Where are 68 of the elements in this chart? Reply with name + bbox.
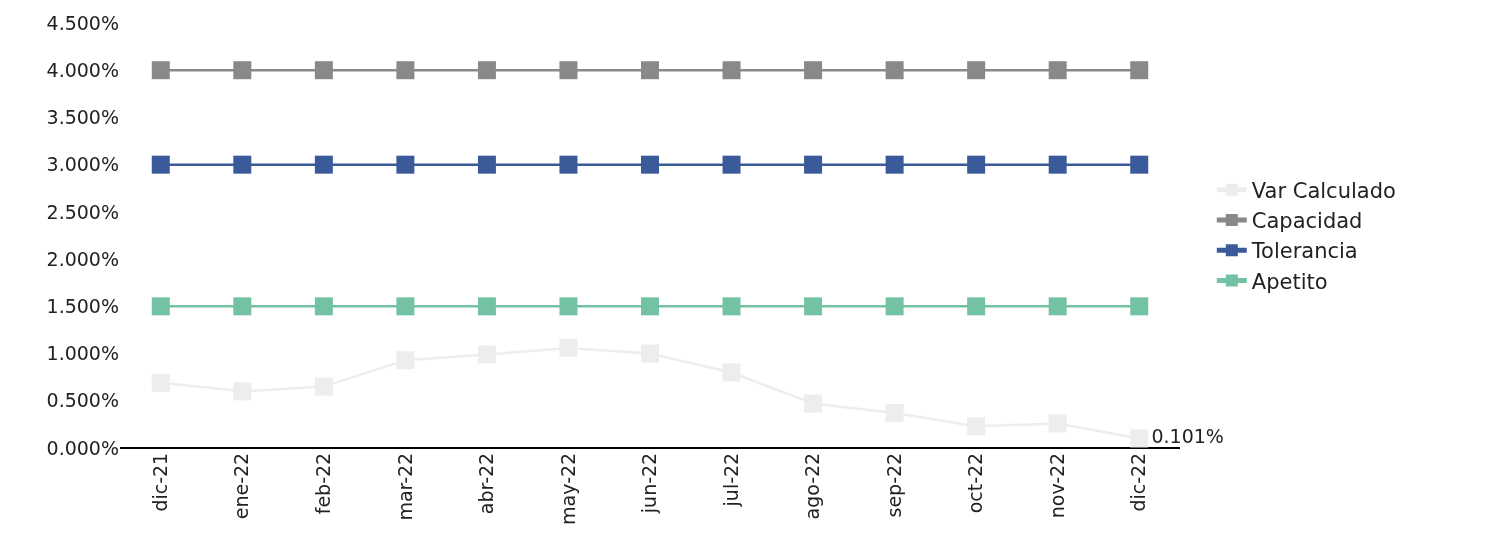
y-tick-label: 0.500%: [46, 389, 119, 412]
x-tick-label: abr-22: [475, 452, 498, 515]
y-tick-label: 4.500%: [46, 11, 119, 34]
x-tick-label: jul-22: [719, 452, 742, 508]
point: [967, 297, 986, 316]
x-tick-label: sep-22: [882, 452, 905, 518]
y-tick-label: 4.000%: [46, 58, 119, 81]
point: [396, 297, 415, 316]
point: [722, 155, 741, 174]
point: [151, 155, 170, 174]
y-tick-label: 2.500%: [46, 200, 119, 223]
legend-label: Capacidad: [1251, 209, 1363, 234]
x-tick-label: mar-22: [393, 452, 416, 521]
point: [233, 155, 252, 174]
x-tick-label: feb-22: [312, 452, 335, 515]
legend-label: Var Calculado: [1251, 178, 1396, 203]
point: [1130, 429, 1149, 448]
legend-label: Tolerancia: [1250, 239, 1358, 264]
x-tick-label: ago-22: [801, 452, 824, 520]
point: [396, 61, 415, 80]
point: [151, 297, 170, 316]
y-tick-label: 3.000%: [46, 153, 119, 176]
point: [396, 155, 415, 174]
point: [233, 297, 252, 316]
data-label: 0.101%: [1151, 425, 1224, 448]
point: [641, 297, 659, 316]
x-tick-label: nov-22: [1045, 452, 1068, 519]
legend-label: Apetito: [1251, 269, 1328, 294]
y-tick-label: 1.500%: [46, 294, 119, 317]
point: [477, 61, 496, 80]
point: [1048, 155, 1067, 174]
point: [1130, 61, 1149, 80]
y-tick-label: 0.000%: [46, 436, 119, 459]
point: [804, 155, 823, 174]
point: [1130, 155, 1149, 174]
point: [314, 155, 333, 174]
point: [722, 297, 741, 316]
point: [151, 61, 170, 80]
y-tick-label: 2.000%: [46, 247, 119, 270]
point: [641, 61, 659, 80]
y-tick-label: 1.000%: [46, 342, 119, 365]
point: [885, 61, 904, 80]
point: [314, 297, 333, 316]
point: [967, 61, 986, 80]
point: [722, 61, 741, 80]
point: [559, 297, 578, 316]
point: [641, 155, 659, 174]
point: [967, 155, 986, 174]
point: [477, 297, 496, 316]
point: [804, 61, 823, 80]
point: [885, 155, 904, 174]
x-tick-label: jun-22: [638, 452, 661, 515]
x-tick-label: dic-22: [1127, 452, 1150, 512]
x-tick-label: may-22: [556, 452, 579, 525]
point: [885, 297, 904, 316]
x-tick-label: oct-22: [964, 452, 987, 514]
point: [477, 155, 496, 174]
y-tick-label: 3.500%: [46, 106, 119, 129]
point: [1048, 61, 1067, 80]
point: [804, 297, 823, 316]
point: [314, 61, 333, 80]
point: [1130, 297, 1149, 316]
point: [559, 155, 578, 174]
x-tick-label: dic-21: [148, 452, 171, 512]
x-tick-label: ene-22: [230, 452, 253, 520]
point: [559, 61, 578, 80]
point: [1048, 297, 1067, 316]
point: [233, 61, 252, 80]
